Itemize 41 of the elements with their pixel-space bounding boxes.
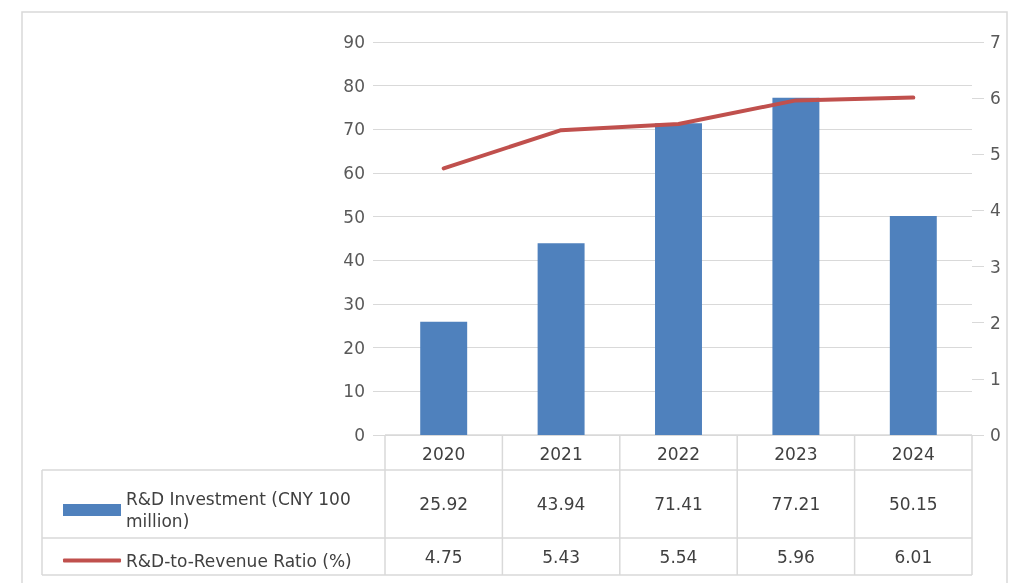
- legend-label: R&D Investment (CNY 100 million): [126, 489, 357, 531]
- data-label: 5.43: [542, 546, 581, 567]
- x-tick-label: 2021: [539, 443, 583, 464]
- bar: [889, 216, 937, 435]
- y-tick-label: 80: [343, 75, 365, 96]
- y2-tick-label: 3: [990, 256, 1001, 277]
- x-tick-label: 2023: [774, 443, 818, 464]
- legend-label: R&D-to-Revenue Ratio (%): [126, 550, 352, 571]
- y-tick-label: 60: [343, 163, 365, 183]
- data-label: 5.96: [776, 546, 815, 567]
- y2-tick-label: 4: [990, 200, 1001, 221]
- bar: [655, 123, 702, 435]
- data-label: 6.01: [894, 546, 933, 567]
- y-tick-label: 0: [354, 425, 365, 445]
- y-tick-label: 70: [343, 119, 365, 140]
- x-tick-label: 2020: [422, 443, 466, 464]
- data-label: 71.41: [654, 494, 703, 514]
- y2-tick-label: 7: [990, 32, 1001, 52]
- y-tick-label: 30: [343, 294, 365, 314]
- bar: [772, 97, 820, 435]
- y-tick-label: 10: [343, 381, 365, 402]
- y2-tick-label: 0: [990, 425, 1001, 445]
- x-tick-label: 2024: [891, 443, 935, 464]
- y-tick-label: 20: [343, 337, 365, 358]
- data-label: 4.75: [424, 546, 463, 567]
- y-tick-label: 90: [343, 32, 365, 52]
- data-label: 43.94: [536, 494, 586, 514]
- y2-tick-label: 5: [990, 144, 1001, 165]
- data-label: 5.54: [659, 546, 698, 567]
- line-series: [441, 95, 916, 171]
- x-tick-label: 2022: [656, 443, 701, 464]
- y2-tick-label: 6: [990, 88, 1001, 109]
- data-label: 77.21: [771, 494, 821, 514]
- y2-tick-label: 2: [990, 312, 1001, 333]
- y-tick-label: 50: [343, 206, 365, 227]
- bar: [420, 321, 468, 435]
- data-label: 50.15: [888, 494, 938, 514]
- bar: [537, 243, 585, 435]
- y2-tick-label: 1: [990, 368, 1001, 389]
- data-label: 25.92: [419, 494, 469, 514]
- y-tick-label: 40: [343, 250, 365, 271]
